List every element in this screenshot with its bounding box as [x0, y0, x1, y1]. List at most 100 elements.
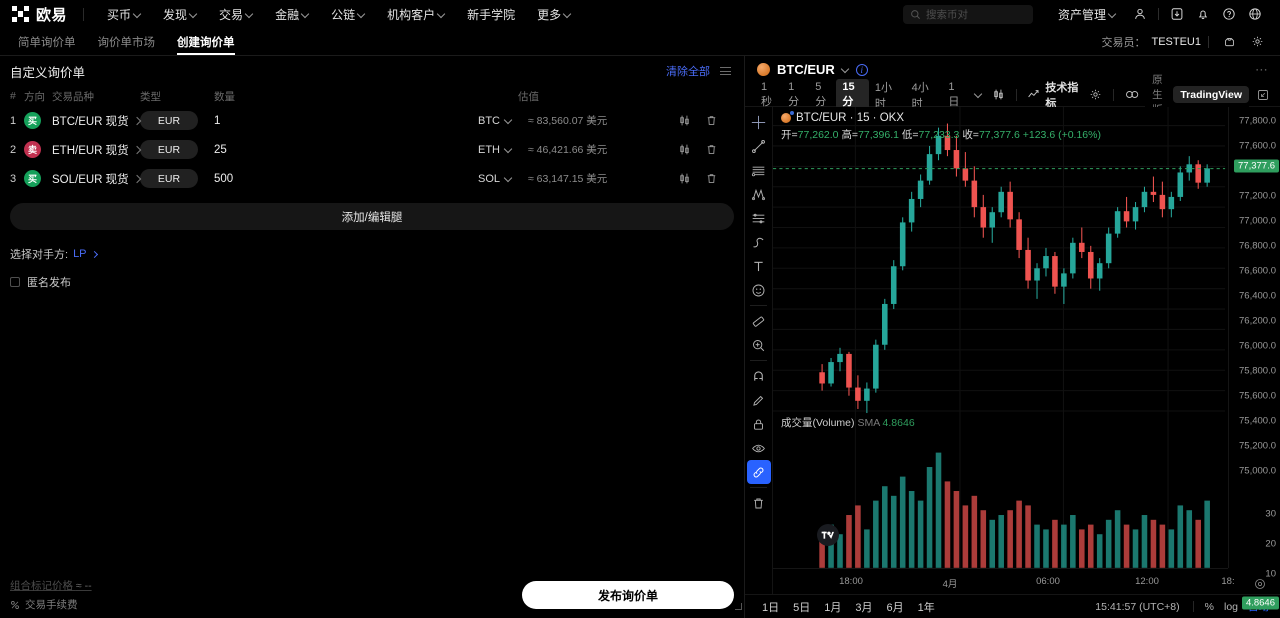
tradingview-logo-icon[interactable] [817, 524, 839, 546]
symbol-selector[interactable]: BTC/EUR 现货 [52, 113, 141, 129]
range-3m[interactable]: 3月 [855, 601, 873, 614]
chevron-down-icon[interactable] [842, 66, 849, 73]
chart-pair-name[interactable]: BTC/EUR [777, 62, 835, 77]
nav-item-more[interactable]: 更多 [526, 0, 582, 28]
indicator-chart-icon[interactable] [1022, 88, 1045, 101]
bell-icon[interactable] [1190, 1, 1216, 27]
emoji-tool-icon[interactable] [747, 278, 771, 302]
unit-dropdown[interactable]: BTC [478, 115, 518, 127]
trader-badge-icon[interactable] [1216, 29, 1242, 55]
download-icon[interactable] [1164, 1, 1190, 27]
settings-gear-icon[interactable] [1244, 29, 1270, 55]
nav-item-trade[interactable]: 交易 [208, 0, 264, 28]
direction-badge-buy[interactable]: 买 [24, 170, 41, 187]
price-axis[interactable]: 77,800.0 77,600.0 77,377.6 77,200.0 77,0… [1228, 107, 1280, 610]
panel-menu-icon[interactable] [720, 64, 734, 78]
user-icon[interactable] [1127, 1, 1153, 27]
log-scale-button[interactable]: log [1223, 600, 1238, 613]
range-1m[interactable]: 1月 [824, 601, 842, 614]
object-tree-link-icon[interactable] [746, 460, 771, 484]
quantity-input[interactable]: 500 [214, 172, 234, 185]
timeframe-1h[interactable]: 1小时 [874, 81, 892, 110]
hide-drawings-eye-icon[interactable] [747, 436, 771, 460]
nav-item-public-chain[interactable]: 公链 [320, 0, 376, 28]
candle-type-icon[interactable] [987, 88, 1010, 101]
type-pill[interactable]: EUR [140, 111, 198, 130]
range-5d[interactable]: 5日 [793, 601, 811, 614]
zoom-in-icon[interactable] [747, 333, 771, 357]
percent-scale-button[interactable]: % [1204, 600, 1214, 613]
unit-label: BTC [478, 114, 500, 127]
search-input[interactable]: 搜索币对 [902, 4, 1033, 24]
fib-retracement-tool-icon[interactable] [747, 206, 771, 230]
symbol-selector[interactable]: ETH/EUR 现货 [52, 142, 141, 158]
globe-icon[interactable] [1242, 1, 1268, 27]
quantity-input[interactable]: 25 [214, 143, 227, 156]
chart-header-more-icon[interactable]: ⋯ [1255, 61, 1268, 77]
type-pill[interactable]: EUR [140, 169, 198, 188]
brush-tool-icon[interactable] [747, 230, 771, 254]
chevron-down-icon[interactable] [970, 91, 987, 98]
compare-symbols-icon[interactable] [1120, 88, 1145, 101]
pitchfork-tool-icon[interactable] [747, 182, 771, 206]
timeframe-1m[interactable]: 1分 [788, 80, 800, 108]
range-1y[interactable]: 1年 [917, 601, 935, 614]
chart-canvas[interactable]: BTC/EUR · 15 · OKX 开=77,262.0 高=77,396.1… [773, 107, 1280, 610]
candlestick-chart-icon[interactable] [678, 143, 691, 156]
fullscreen-icon[interactable] [1252, 89, 1274, 101]
crosshair-tool-icon[interactable] [747, 110, 771, 134]
clear-all-button[interactable]: 清除全部 [666, 66, 710, 78]
nav-item-institutional[interactable]: 机构客户 [376, 0, 456, 28]
brand-logo[interactable]: 欧易 [12, 4, 67, 25]
rfq-sub-navigation: 简单询价单 询价单市场 创建询价单 交易员： TESTEU1 [0, 28, 1280, 56]
direction-badge-sell[interactable]: 卖 [24, 141, 41, 158]
tab-simple-rfq[interactable]: 简单询价单 [18, 36, 76, 49]
candlestick-chart-icon[interactable] [678, 114, 691, 127]
timeframe-1s[interactable]: 1秒 [761, 80, 772, 108]
delete-row-icon[interactable] [705, 143, 718, 156]
view-mode-tradingview[interactable]: TradingView [1173, 86, 1249, 103]
resize-handle[interactable] [735, 603, 742, 610]
delete-row-icon[interactable] [705, 172, 718, 185]
unit-dropdown[interactable]: SOL [478, 173, 518, 185]
anonymous-publish-checkbox[interactable]: 匿名发布 [10, 274, 734, 290]
candlestick-chart-icon[interactable] [678, 172, 691, 185]
checkbox-icon [10, 277, 20, 287]
timeframe-15m[interactable]: 15分 [836, 78, 869, 111]
type-pill[interactable]: EUR [140, 140, 198, 159]
counterparty-value[interactable]: LP [73, 248, 87, 260]
trend-line-tool-icon[interactable] [747, 134, 771, 158]
tab-create-rfq[interactable]: 创建询价单 [169, 28, 243, 55]
nav-item-asset-management[interactable]: 资产管理 [1047, 0, 1127, 28]
direction-badge-buy[interactable]: 买 [24, 112, 41, 129]
timeframe-4h[interactable]: 4小时 [911, 81, 929, 110]
symbol-selector[interactable]: SOL/EUR 现货 [52, 171, 141, 187]
measure-ruler-icon[interactable] [747, 309, 771, 333]
drawing-mode-icon[interactable] [747, 388, 771, 412]
nav-item-finance[interactable]: 金融 [264, 0, 320, 28]
remove-drawings-trash-icon[interactable] [747, 491, 771, 515]
magnet-icon[interactable] [747, 364, 771, 388]
range-6m[interactable]: 6月 [886, 601, 904, 614]
technical-indicators-button[interactable]: 技术指标 [1045, 81, 1079, 110]
nav-item-academy[interactable]: 新手学院 [467, 7, 516, 22]
text-tool-icon[interactable] [747, 254, 771, 278]
lock-icon[interactable] [747, 412, 771, 436]
timeframe-1d[interactable]: 1日 [948, 80, 960, 108]
add-edit-leg-button[interactable]: 添加/编辑腿 [10, 203, 734, 230]
info-icon[interactable]: i [855, 63, 868, 76]
quantity-input[interactable]: 1 [214, 114, 221, 127]
range-1d[interactable]: 1日 [762, 601, 780, 614]
publish-rfq-button[interactable]: 发布询价单 [522, 581, 734, 609]
tab-rfq-market[interactable]: 询价单市场 [97, 36, 156, 49]
delete-row-icon[interactable] [705, 114, 718, 127]
chart-settings-gear-icon[interactable] [1084, 88, 1107, 101]
nav-item-buy-crypto[interactable]: 买币 [96, 0, 152, 28]
help-icon[interactable] [1216, 1, 1242, 27]
nav-item-discover[interactable]: 发现 [152, 0, 208, 28]
chart-time-settings-icon[interactable] [1254, 578, 1266, 590]
unit-dropdown[interactable]: ETH [478, 144, 518, 156]
horizontal-lines-tool-icon[interactable] [747, 158, 771, 182]
timeframe-5m[interactable]: 5分 [815, 80, 827, 108]
time-axis[interactable]: 18:00 4月 06:00 12:00 18: [773, 568, 1235, 594]
